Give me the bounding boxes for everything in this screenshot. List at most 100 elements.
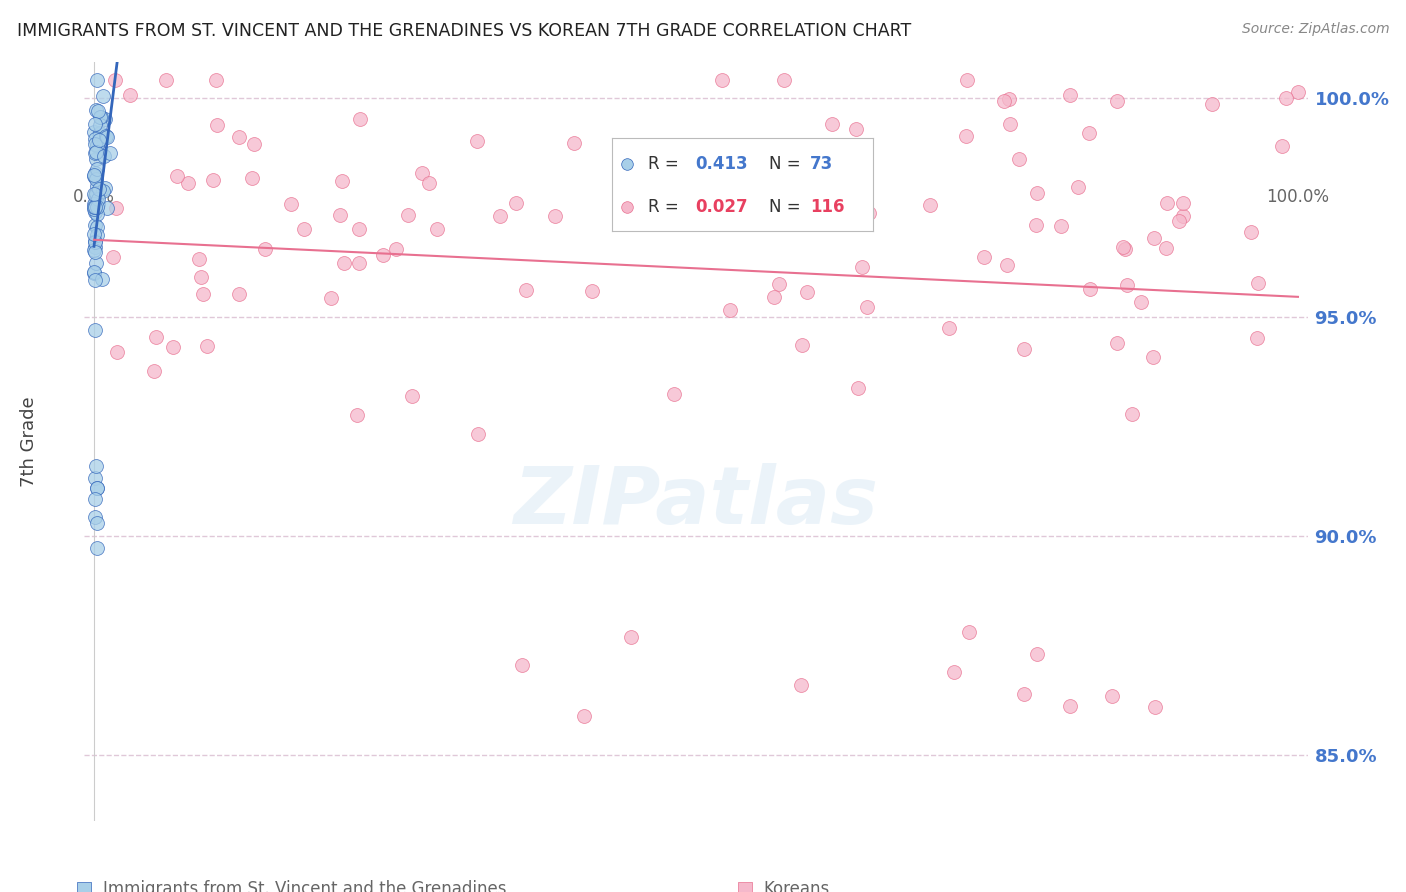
Point: [86, 73, 108, 87]
Point: [90, 110, 112, 124]
Point: [624, 151, 647, 165]
Point: [83, 491, 105, 506]
Point: [1080, 282, 1102, 296]
Point: [83, 200, 105, 214]
Point: [89, 111, 111, 125]
Point: [84, 152, 107, 166]
Point: [1112, 240, 1135, 254]
Point: [228, 287, 250, 301]
Point: [1101, 690, 1123, 704]
Point: [166, 169, 188, 183]
Point: [86, 482, 108, 496]
Point: [792, 338, 814, 352]
Point: [84, 166, 107, 180]
Point: [83, 169, 105, 184]
Point: [959, 625, 981, 640]
Point: [465, 134, 488, 148]
Point: [467, 426, 489, 441]
Point: [562, 136, 585, 151]
Point: [84, 204, 107, 219]
Point: [83, 265, 105, 279]
Point: [101, 250, 124, 264]
Point: [83, 197, 105, 211]
Point: [86, 219, 108, 234]
Point: [87, 192, 110, 206]
Point: [86, 161, 108, 176]
Point: [83, 169, 105, 183]
Text: Immigrants from St. Vincent and the Grenadines: Immigrants from St. Vincent and the Gren…: [103, 880, 506, 892]
Point: [86, 187, 108, 202]
Text: ZIPatlas: ZIPatlas: [513, 463, 879, 541]
Point: [1286, 85, 1309, 99]
Text: N =: N =: [769, 199, 800, 217]
Point: [572, 709, 595, 723]
Point: [83, 273, 105, 287]
Point: [84, 103, 107, 117]
Point: [426, 221, 449, 235]
Text: IMMIGRANTS FROM ST. VINCENT AND THE GRENADINES VS KOREAN 7TH GRADE CORRELATION C: IMMIGRANTS FROM ST. VINCENT AND THE GREN…: [17, 22, 911, 40]
Point: [240, 171, 263, 186]
Point: [998, 92, 1021, 106]
Point: [1171, 196, 1194, 211]
Point: [86, 179, 108, 194]
Point: [858, 206, 880, 220]
Point: [86, 138, 108, 153]
Point: [195, 339, 218, 353]
Point: [1240, 225, 1263, 239]
Point: [86, 206, 108, 220]
Point: [98, 146, 121, 161]
Text: R =: R =: [648, 155, 679, 173]
Point: [86, 516, 108, 530]
Point: [773, 73, 796, 87]
Point: [84, 117, 107, 131]
Point: [401, 388, 423, 402]
Point: [83, 196, 105, 211]
Point: [789, 677, 811, 691]
Point: [995, 258, 1018, 272]
Point: [142, 364, 165, 378]
Point: [83, 245, 105, 260]
Point: [84, 323, 107, 337]
Point: [1049, 219, 1071, 233]
Point: [1107, 336, 1129, 351]
Point: [347, 256, 370, 270]
Point: [1246, 331, 1268, 345]
Text: 0.0%: 0.0%: [73, 187, 115, 205]
Point: [228, 130, 250, 145]
Point: [329, 208, 352, 222]
Point: [83, 124, 105, 138]
Point: [515, 283, 537, 297]
Point: [83, 218, 105, 232]
Point: [93, 181, 115, 195]
Point: [254, 242, 277, 256]
Point: [83, 137, 105, 152]
Text: Koreans: Koreans: [763, 880, 830, 892]
Point: [544, 210, 567, 224]
Point: [104, 73, 127, 87]
Point: [1142, 350, 1164, 364]
Point: [1143, 699, 1166, 714]
Point: [411, 166, 433, 180]
Point: [620, 630, 643, 644]
Point: [155, 73, 177, 87]
Point: [190, 270, 212, 285]
Point: [205, 118, 228, 132]
Point: [821, 117, 844, 131]
Point: [87, 103, 110, 118]
Point: [1025, 218, 1047, 232]
Point: [145, 330, 167, 344]
Point: [851, 260, 873, 274]
Point: [84, 132, 107, 146]
Point: [956, 73, 979, 87]
Text: 0.027: 0.027: [696, 199, 748, 217]
Text: R =: R =: [648, 199, 679, 217]
Text: N =: N =: [769, 155, 800, 173]
Point: [89, 132, 111, 146]
Point: [1059, 87, 1081, 102]
Point: [86, 227, 108, 242]
Point: [616, 157, 638, 171]
Point: [120, 87, 142, 102]
Point: [89, 118, 111, 132]
Point: [973, 251, 995, 265]
Point: [955, 128, 977, 143]
